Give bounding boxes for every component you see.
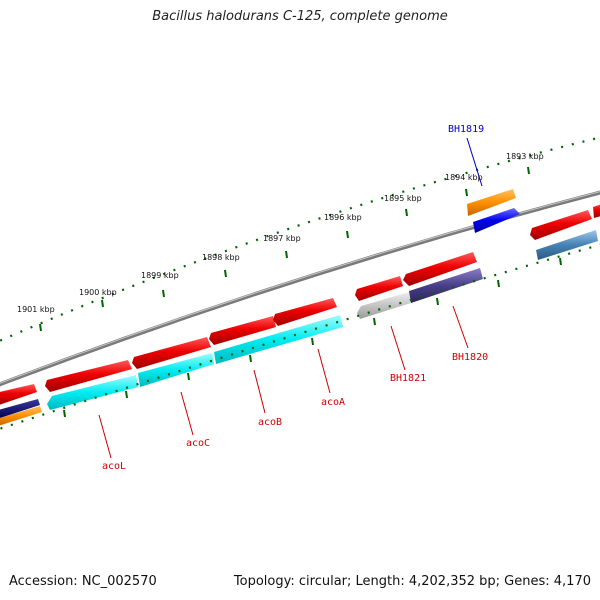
genome-backbone: [0, 190, 600, 387]
callout-line-BH1820: [452, 305, 469, 349]
callout-lines: [98, 137, 483, 459]
gene-label-acoL[interactable]: acoL: [102, 461, 126, 472]
forward-strand-genes: [0, 189, 600, 405]
gene-arrow-forward[interactable]: [209, 316, 276, 345]
topology-text: Topology: circular; Length: 4,202,352 bp…: [233, 574, 591, 589]
gene-arrow-reverse-orange[interactable]: [0, 406, 42, 426]
gene-arrow-reverse-purple[interactable]: [409, 268, 483, 303]
gene-arrow-bh1819-orange[interactable]: [467, 189, 516, 216]
gene-arrow-reverse-cyan[interactable]: [47, 375, 138, 410]
callout-line-acoB: [253, 369, 266, 414]
gene-arrow-forward[interactable]: [593, 203, 600, 218]
gene-label-BH1819[interactable]: BH1819: [448, 124, 484, 135]
callout-line-acoA: [317, 348, 331, 394]
kbp-label-1894: 1894 kbp: [445, 173, 483, 182]
gene-label-acoA[interactable]: acoA: [321, 397, 345, 408]
kbp-label-1898: 1898 kbp: [202, 253, 240, 262]
gene-labels: acoL acoC acoB acoA BH1821 BH1820 BH1819: [102, 124, 488, 472]
kbp-label-1900: 1900 kbp: [79, 288, 117, 297]
callout-line-acoC: [180, 391, 194, 436]
gene-arrow-reverse-cyan[interactable]: [214, 315, 343, 364]
backbone-highlight: [0, 191, 600, 384]
kbp-label-1896: 1896 kbp: [324, 213, 362, 222]
kbp-labels: 1901 kbp 1900 kbp 1899 kbp 1898 kbp 1897…: [17, 152, 544, 314]
gene-arrow-reverse-steel[interactable]: [536, 230, 598, 260]
gene-label-BH1820[interactable]: BH1820: [452, 352, 488, 363]
gene-label-BH1821[interactable]: BH1821: [390, 373, 426, 384]
gene-arrow-forward[interactable]: [132, 337, 211, 369]
reverse-strand-genes: [0, 208, 598, 426]
gene-arrow-reverse-navy[interactable]: [0, 399, 40, 418]
kbp-label-1899: 1899 kbp: [141, 271, 179, 280]
map-title: Bacillus halodurans C-125, complete geno…: [152, 9, 448, 24]
kbp-label-1901: 1901 kbp: [17, 305, 55, 314]
callout-line-BH1821: [390, 325, 406, 371]
gene-arrow-forward[interactable]: [0, 384, 37, 405]
kbp-label-1897: 1897 kbp: [263, 234, 301, 243]
gene-label-acoB[interactable]: acoB: [258, 417, 282, 428]
gene-arrow-forward[interactable]: [45, 360, 132, 392]
gene-arrow-forward[interactable]: [355, 276, 403, 301]
kbp-label-1893: 1893 kbp: [506, 152, 544, 161]
inner-scale-major-ticks: [63, 257, 562, 418]
callout-line-acoL: [98, 414, 112, 459]
gene-arrow-forward[interactable]: [403, 252, 477, 286]
callout-line-BH1819: [466, 137, 483, 187]
gene-arrow-forward[interactable]: [273, 298, 337, 326]
kbp-scale-major-ticks: [39, 166, 530, 332]
gene-label-acoC[interactable]: acoC: [186, 438, 210, 449]
gene-arrow-reverse-cyan[interactable]: [138, 353, 214, 387]
kbp-label-1895: 1895 kbp: [384, 194, 422, 203]
gene-arrow-forward[interactable]: [530, 210, 592, 240]
gene-arrow-bh1819-blue[interactable]: [473, 208, 520, 233]
gene-arrow-reverse-gray[interactable]: [357, 292, 411, 319]
accession-text: Accession: NC_002570: [9, 574, 157, 589]
